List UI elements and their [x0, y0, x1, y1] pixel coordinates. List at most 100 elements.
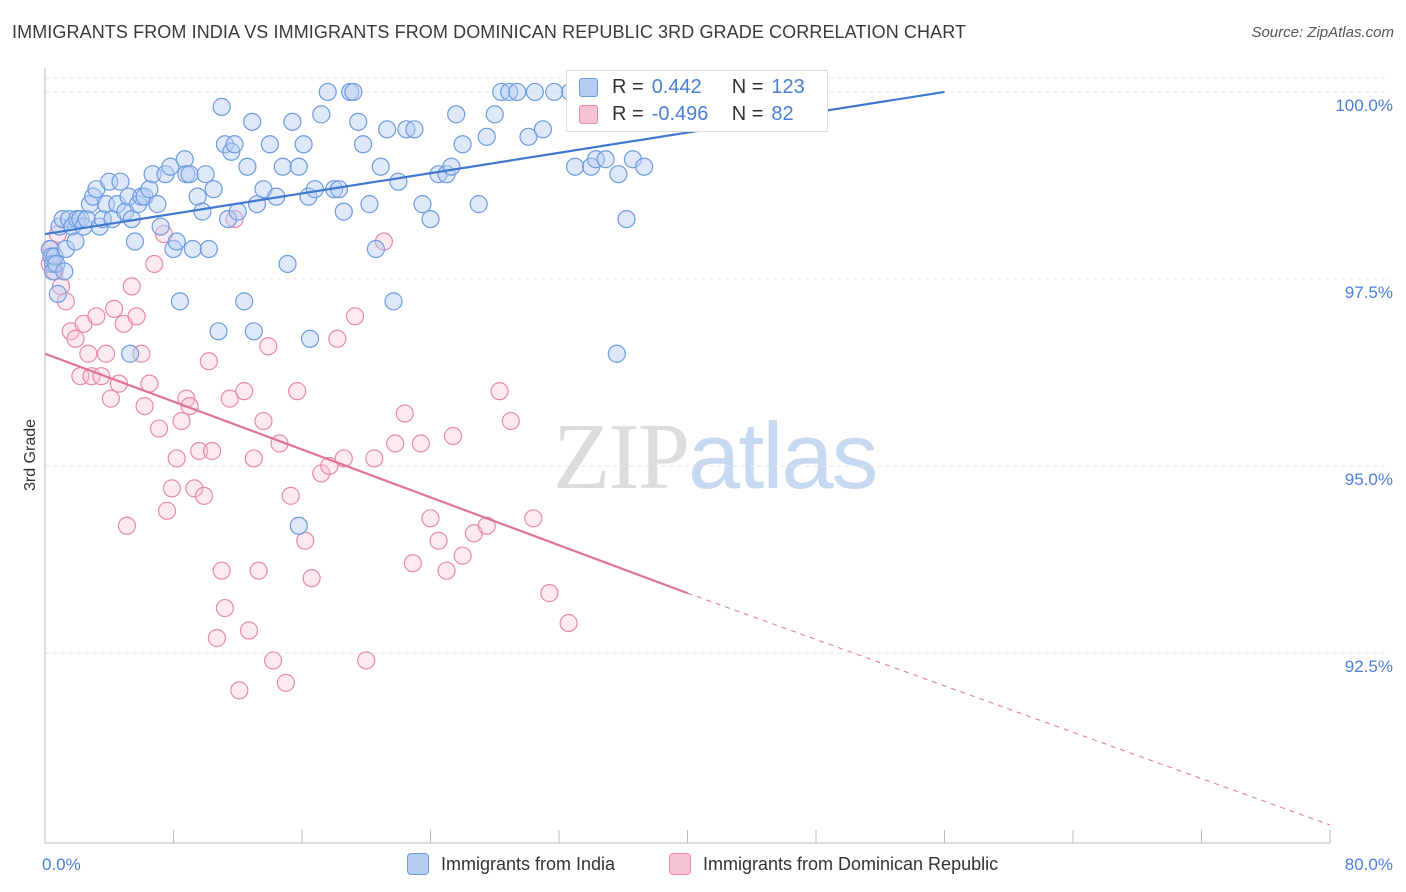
india-point	[378, 120, 397, 139]
dominican-point	[490, 382, 509, 401]
dominican-point	[79, 344, 98, 363]
x-tick-label-min: 0.0%	[42, 855, 81, 874]
india-point	[353, 135, 373, 154]
dominican-point	[194, 486, 214, 505]
dominican-point	[429, 531, 448, 550]
dominican-point	[302, 569, 321, 588]
india-point	[485, 105, 504, 124]
series-legend-india: Immigrants from India	[407, 853, 615, 875]
dominican-point	[172, 411, 191, 431]
india-point	[477, 127, 496, 146]
india-point	[469, 195, 488, 214]
india-point	[56, 239, 75, 259]
india-point	[180, 165, 199, 184]
dominican-point	[395, 404, 414, 423]
dominican-point	[263, 651, 283, 670]
india-point	[170, 292, 190, 311]
india-point	[300, 329, 320, 348]
dominican-point	[421, 509, 440, 528]
india-point	[151, 217, 170, 236]
india-point	[228, 202, 247, 221]
dominican-point	[411, 434, 430, 453]
india-point	[289, 516, 308, 535]
y-axis-label: 3rd Grade	[22, 419, 39, 491]
india-point	[183, 239, 202, 259]
dominican-point	[127, 307, 146, 326]
legend-r-value-dominican: -0.496	[651, 102, 709, 125]
india-point	[519, 127, 538, 146]
india-point	[273, 157, 292, 176]
india-point	[148, 195, 167, 214]
india-point	[238, 157, 257, 176]
india-point	[199, 239, 218, 259]
india-point	[294, 135, 313, 154]
dominican-point	[365, 449, 384, 468]
india-point	[161, 157, 180, 176]
india-point	[344, 82, 363, 102]
dominican-point	[276, 673, 296, 692]
india-point	[215, 135, 234, 154]
dominican-point	[296, 531, 315, 550]
x-tick-label-max: 80.0%	[1345, 855, 1393, 874]
india-point	[283, 112, 302, 131]
india-point	[360, 195, 379, 214]
dominican-point	[66, 329, 85, 348]
dominican-point	[288, 382, 307, 401]
india-point	[278, 254, 297, 274]
dominican-point	[443, 426, 463, 446]
dominican-point	[207, 628, 226, 648]
dominican-point	[101, 389, 120, 408]
dominican-point	[437, 561, 456, 580]
dominican-point	[230, 681, 249, 700]
india-point	[453, 135, 472, 154]
india-point	[121, 344, 140, 363]
dominican-trend-line	[44, 352, 688, 595]
dominican-point	[249, 561, 268, 580]
dominican-point	[157, 501, 177, 520]
india-point	[209, 322, 228, 341]
india-point	[196, 165, 215, 184]
correlation-legend: R = 0.442 N = 123 R = -0.496 N = 82	[566, 70, 828, 132]
series-swatch-india	[407, 853, 429, 875]
india-point	[260, 135, 279, 154]
dominican-point	[235, 382, 254, 401]
dominican-point	[259, 337, 278, 356]
legend-n-label: N =	[731, 102, 764, 125]
watermark-zip: ZIP	[553, 405, 690, 509]
y-tick-label: 100.0%	[1335, 96, 1393, 115]
series-label-dominican: Immigrants from Dominican Republic	[703, 853, 999, 874]
india-point	[442, 157, 461, 176]
dominican-point	[254, 411, 273, 431]
india-point	[405, 120, 424, 139]
chart-title: IMMIGRANTS FROM INDIA VS IMMIGRANTS FROM…	[12, 22, 967, 42]
dominican-point	[117, 516, 137, 535]
india-point	[289, 157, 308, 176]
legend-r-value-india: 0.442	[651, 75, 702, 98]
india-point	[533, 120, 553, 139]
legend-r-label: R =	[612, 75, 644, 98]
legend-row-india: R = 0.442 N = 123	[579, 75, 805, 99]
dominican-point	[559, 613, 578, 633]
india-point	[565, 157, 585, 176]
source-label: Source: ZipAtlas.com	[1251, 24, 1394, 41]
dominican-point	[328, 329, 347, 348]
india-point	[235, 292, 254, 311]
legend-r-label: R =	[612, 102, 644, 125]
india-point	[193, 202, 212, 221]
dominican-point	[135, 396, 154, 416]
series-label-india: Immigrants from India	[441, 853, 616, 874]
watermark: ZIPatlas	[553, 402, 879, 511]
dominican-point	[540, 584, 559, 603]
india-point	[508, 82, 527, 102]
india-point	[413, 195, 432, 214]
india-point	[635, 157, 654, 176]
legend-swatch-india	[579, 77, 598, 97]
india-point	[212, 97, 231, 116]
y-tick-label: 92.5%	[1345, 657, 1393, 676]
india-point	[219, 209, 238, 229]
india-point	[596, 150, 615, 169]
india-point	[312, 105, 331, 124]
y-tick-label: 95.0%	[1345, 470, 1393, 489]
dominican-point	[524, 509, 543, 528]
india-point	[447, 105, 466, 124]
